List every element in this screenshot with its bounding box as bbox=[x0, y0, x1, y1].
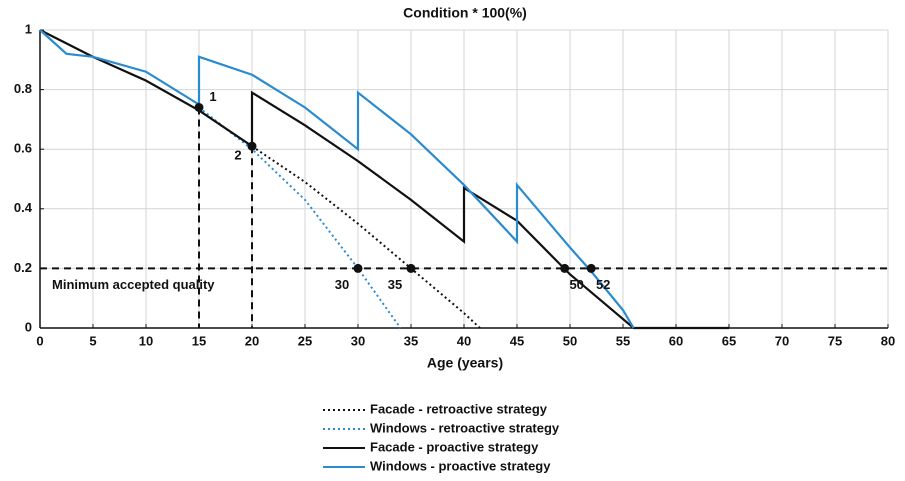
point bbox=[586, 263, 596, 273]
series-line bbox=[198, 106, 402, 329]
x-tick-label: 10 bbox=[139, 333, 153, 348]
point-label: 52 bbox=[596, 277, 610, 292]
y-tick-label: 0.8 bbox=[14, 81, 32, 96]
point bbox=[406, 263, 416, 273]
y-tick-label: 0.2 bbox=[14, 260, 32, 275]
x-tick-label: 5 bbox=[89, 333, 96, 348]
x-tick-label: 15 bbox=[192, 333, 206, 348]
series-line bbox=[39, 29, 729, 330]
x-tick-label: 0 bbox=[36, 333, 43, 348]
x-tick-label: 50 bbox=[563, 333, 577, 348]
x-tick-label: 55 bbox=[616, 333, 630, 348]
point-label: 50 bbox=[569, 277, 583, 292]
x-tick-label: 30 bbox=[351, 333, 365, 348]
point-label: 1 bbox=[209, 89, 216, 104]
point bbox=[353, 263, 363, 273]
x-tick-label: 60 bbox=[669, 333, 683, 348]
threshold-label: Minimum accepted quality bbox=[52, 277, 215, 292]
legend-label: Facade - retroactive strategy bbox=[370, 401, 548, 416]
series-line bbox=[39, 29, 635, 329]
x-tick-label: 40 bbox=[457, 333, 471, 348]
x-tick-label: 65 bbox=[722, 333, 736, 348]
point bbox=[560, 263, 570, 273]
y-tick-label: 0 bbox=[25, 319, 32, 334]
x-tick-label: 75 bbox=[828, 333, 842, 348]
point bbox=[194, 102, 204, 112]
legend-label: Windows - retroactive strategy bbox=[370, 420, 560, 435]
x-tick-label: 35 bbox=[404, 333, 418, 348]
point-label: 35 bbox=[388, 277, 402, 292]
chart-title: Condition * 100(%) bbox=[403, 5, 527, 21]
x-axis-label: Age (years) bbox=[427, 355, 503, 371]
y-tick-label: 0.6 bbox=[14, 141, 32, 156]
x-tick-label: 70 bbox=[775, 333, 789, 348]
x-tick-label: 45 bbox=[510, 333, 524, 348]
y-tick-label: 0.4 bbox=[14, 200, 33, 215]
x-tick-label: 25 bbox=[298, 333, 312, 348]
point-label: 2 bbox=[234, 148, 241, 163]
legend-label: Facade - proactive strategy bbox=[370, 439, 539, 454]
point bbox=[247, 141, 257, 151]
x-tick-label: 20 bbox=[245, 333, 259, 348]
x-tick-label: 80 bbox=[881, 333, 895, 348]
series-line bbox=[251, 145, 481, 329]
point-label: 30 bbox=[335, 277, 349, 292]
y-tick-label: 1 bbox=[25, 21, 32, 36]
legend-label: Windows - proactive strategy bbox=[370, 458, 551, 473]
